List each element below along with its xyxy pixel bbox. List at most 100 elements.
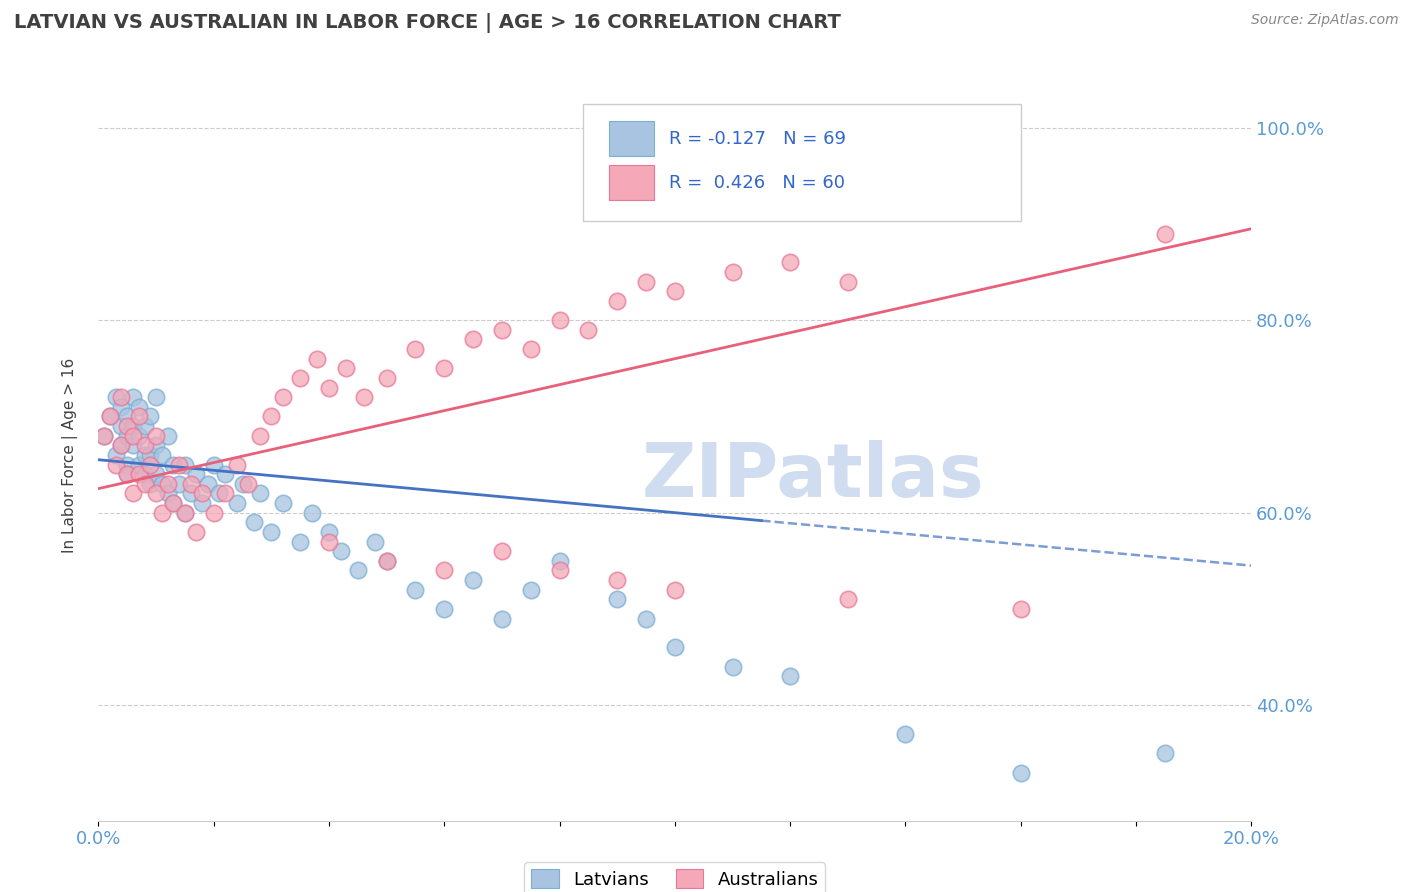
- Point: [290, 371, 312, 385]
- Text: ZIPatlas: ZIPatlas: [643, 441, 984, 514]
- Point: [104, 390, 127, 404]
- Point: [186, 524, 208, 539]
- Point: [721, 659, 744, 673]
- Point: [117, 409, 139, 424]
- Point: [122, 419, 145, 434]
- Point: [721, 265, 744, 279]
- Point: [128, 409, 150, 424]
- FancyBboxPatch shape: [582, 103, 1021, 221]
- Point: [180, 476, 202, 491]
- Point: [664, 582, 686, 597]
- Point: [636, 275, 658, 289]
- Point: [249, 486, 271, 500]
- Point: [249, 428, 271, 442]
- Point: [128, 400, 150, 414]
- Point: [491, 544, 513, 558]
- Point: [174, 506, 197, 520]
- Point: [117, 458, 139, 472]
- Point: [128, 428, 150, 442]
- Point: [93, 428, 115, 442]
- Point: [461, 573, 484, 587]
- Point: [128, 467, 150, 482]
- Point: [1010, 765, 1032, 780]
- Point: [548, 313, 571, 327]
- Point: [318, 524, 340, 539]
- Point: [260, 524, 283, 539]
- Point: [117, 467, 139, 482]
- Point: [150, 476, 173, 491]
- Point: [145, 467, 167, 482]
- Point: [162, 496, 184, 510]
- Point: [122, 438, 145, 452]
- Point: [174, 506, 197, 520]
- Point: [636, 611, 658, 625]
- Point: [134, 419, 156, 434]
- Point: [271, 496, 294, 510]
- Point: [260, 409, 283, 424]
- Point: [191, 496, 214, 510]
- Y-axis label: In Labor Force | Age > 16: In Labor Force | Age > 16: [62, 358, 77, 552]
- Point: [93, 428, 115, 442]
- Point: [214, 486, 236, 500]
- Point: [134, 476, 156, 491]
- Point: [779, 255, 801, 269]
- Point: [156, 486, 179, 500]
- Point: [318, 380, 340, 394]
- Point: [243, 516, 266, 530]
- Point: [301, 506, 323, 520]
- Point: [186, 467, 208, 482]
- Point: [335, 361, 357, 376]
- Point: [353, 390, 375, 404]
- Point: [197, 476, 219, 491]
- Point: [117, 428, 139, 442]
- Point: [174, 458, 197, 472]
- Point: [134, 438, 156, 452]
- Point: [150, 448, 173, 462]
- Point: [122, 390, 145, 404]
- Point: [110, 438, 132, 452]
- Point: [98, 409, 121, 424]
- Text: R = -0.127   N = 69: R = -0.127 N = 69: [669, 130, 846, 148]
- Point: [461, 333, 484, 347]
- Point: [231, 476, 254, 491]
- Point: [664, 640, 686, 655]
- Point: [214, 467, 236, 482]
- Point: [837, 592, 859, 607]
- Point: [104, 458, 127, 472]
- Point: [208, 486, 231, 500]
- Point: [375, 554, 398, 568]
- Point: [110, 438, 132, 452]
- Point: [548, 554, 571, 568]
- Point: [1153, 227, 1175, 241]
- Point: [139, 409, 162, 424]
- Point: [225, 458, 247, 472]
- Point: [128, 458, 150, 472]
- Point: [104, 448, 127, 462]
- Point: [433, 361, 456, 376]
- Point: [156, 476, 179, 491]
- Point: [578, 323, 600, 337]
- Point: [110, 419, 132, 434]
- Point: [162, 458, 184, 472]
- Point: [318, 534, 340, 549]
- Point: [520, 342, 543, 356]
- Point: [433, 602, 456, 616]
- Point: [433, 563, 456, 577]
- Point: [837, 275, 859, 289]
- Point: [145, 486, 167, 500]
- Point: [145, 438, 167, 452]
- Point: [375, 371, 398, 385]
- Point: [606, 293, 628, 308]
- Point: [375, 554, 398, 568]
- Point: [238, 476, 260, 491]
- Text: R =  0.426   N = 60: R = 0.426 N = 60: [669, 174, 845, 192]
- Point: [156, 428, 179, 442]
- Point: [1010, 602, 1032, 616]
- Point: [150, 506, 173, 520]
- Point: [405, 342, 427, 356]
- Point: [894, 727, 917, 741]
- Point: [122, 428, 145, 442]
- Point: [167, 476, 190, 491]
- Point: [606, 592, 628, 607]
- Point: [98, 409, 121, 424]
